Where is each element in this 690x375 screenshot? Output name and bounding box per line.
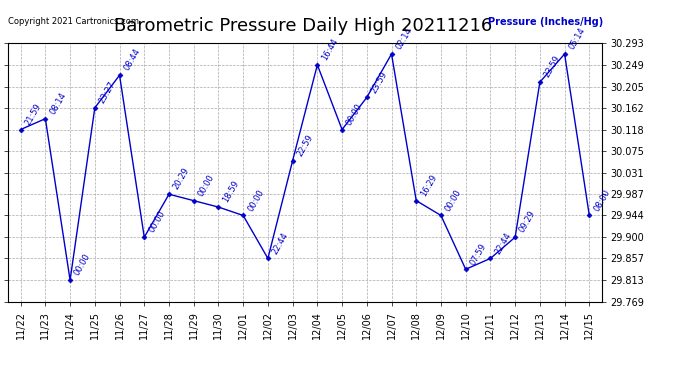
Text: 22:44: 22:44 [493,231,513,256]
Text: 07:59: 07:59 [469,242,489,267]
Text: 18:59: 18:59 [221,179,241,204]
Text: 08:44: 08:44 [122,47,142,72]
Text: 00:00: 00:00 [444,188,464,213]
Text: 00:00: 00:00 [147,209,167,234]
Text: 22:59: 22:59 [295,133,315,158]
Text: 02:14: 02:14 [394,26,414,51]
Text: 09:29: 09:29 [518,209,538,234]
Text: 23:59: 23:59 [542,54,562,80]
Text: 00:00: 00:00 [73,252,92,278]
Text: 23:27: 23:27 [97,80,117,105]
Text: 00:00: 00:00 [246,188,266,213]
Text: 23:59: 23:59 [370,69,389,94]
Text: Copyright 2021 Cartronics.com: Copyright 2021 Cartronics.com [8,17,139,26]
Text: 16:29: 16:29 [419,173,439,198]
Text: 21:59: 21:59 [23,102,43,127]
Text: 08:14: 08:14 [48,91,68,116]
Text: 20:29: 20:29 [172,166,191,192]
Text: Barometric Pressure Daily High 20211216: Barometric Pressure Daily High 20211216 [115,17,493,35]
Text: 22:44: 22:44 [270,231,290,256]
Text: 08:00: 08:00 [592,188,612,213]
Text: 16:44: 16:44 [320,37,340,62]
Text: 05:14: 05:14 [567,26,587,51]
Text: 00:00: 00:00 [345,102,364,127]
Text: 00:00: 00:00 [197,173,216,198]
Text: Pressure (Inches/Hg): Pressure (Inches/Hg) [488,17,603,27]
